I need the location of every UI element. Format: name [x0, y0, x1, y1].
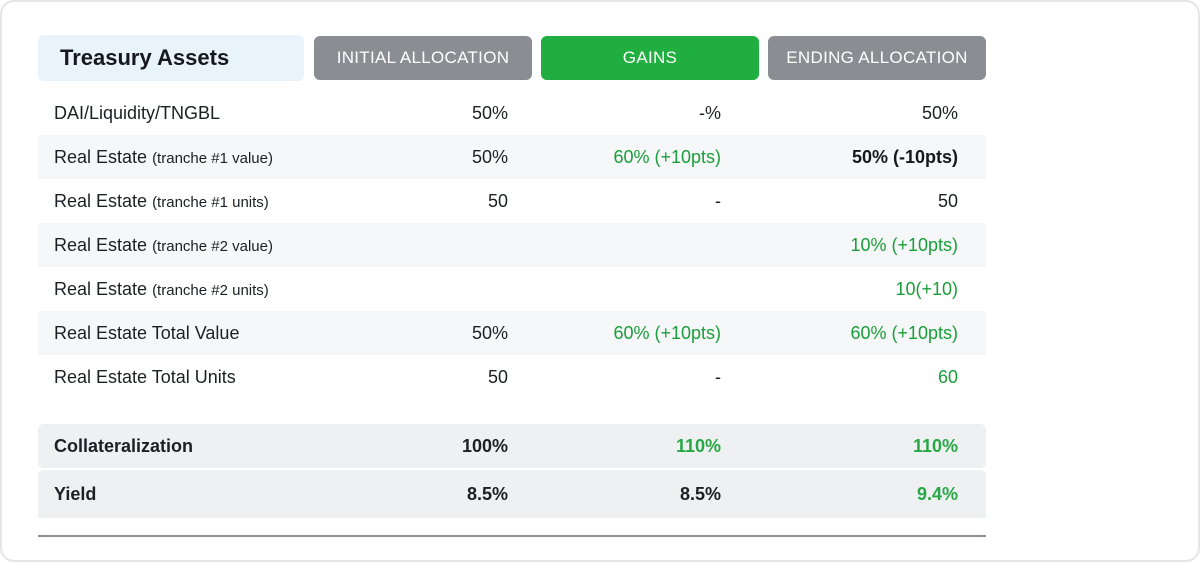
table-row-total-units: Real Estate Total Units 50 - 60	[38, 355, 986, 399]
summary-row-yield: Yield 8.5% 8.5% 9.4%	[38, 470, 986, 518]
summary-label: Collateralization	[54, 435, 194, 456]
row-label: Real Estate (tranche #1 value)	[54, 146, 273, 167]
table-title: Treasury Assets	[38, 35, 304, 81]
table-bottom-divider	[38, 535, 986, 537]
summary-label: Yield	[54, 483, 97, 504]
cell-ending: 50	[937, 190, 958, 211]
cell-ending: 60% (+10pts)	[850, 322, 958, 343]
column-header-initial-allocation: INITIAL ALLOCATION	[314, 36, 532, 80]
summary-row-collateralization: Collateralization 100% 110% 110%	[38, 424, 986, 468]
cell-ending: 9.4%	[916, 483, 958, 504]
cell-ending: 10(+10)	[895, 278, 958, 299]
row-label: Real Estate (tranche #2 value)	[54, 234, 273, 255]
cell-gains: -	[715, 366, 721, 387]
cell-initial: 50	[487, 190, 508, 211]
cell-ending: 60	[937, 366, 958, 387]
cell-gains: -%	[699, 102, 721, 123]
cell-initial: 100%	[461, 435, 508, 456]
cell-initial: 50	[487, 366, 508, 387]
cell-ending: 110%	[912, 435, 958, 456]
cell-initial: 8.5%	[466, 483, 508, 504]
cell-gains: 60% (+10pts)	[613, 322, 721, 343]
row-label: Real Estate Total Units	[54, 366, 236, 387]
cell-gains: 8.5%	[679, 483, 721, 504]
table-row-tranche2-value: Real Estate (tranche #2 value) 10% (+10p…	[38, 223, 986, 267]
table-row-tranche1-units: Real Estate (tranche #1 units) 50 - 50	[38, 179, 986, 223]
table-row-tranche2-units: Real Estate (tranche #2 units) 10(+10)	[38, 267, 986, 311]
row-label: Real Estate (tranche #2 units)	[54, 278, 269, 299]
table-row-tranche1-value: Real Estate (tranche #1 value) 50% 60% (…	[38, 135, 986, 179]
row-label: Real Estate Total Value	[54, 322, 240, 343]
table-header: Treasury Assets INITIAL ALLOCATION GAINS…	[38, 35, 986, 81]
cell-ending: 50%	[921, 102, 958, 123]
cell-ending: 50% (-10pts)	[851, 146, 958, 167]
cell-gains: -	[715, 190, 721, 211]
column-header-gains: GAINS	[541, 36, 759, 80]
row-label: DAI/Liquidity/TNGBL	[54, 102, 221, 123]
table-row-dai-liquidity: DAI/Liquidity/TNGBL 50% -% 50%	[38, 91, 986, 135]
column-header-ending-allocation: ENDING ALLOCATION	[768, 36, 986, 80]
table-row-total-value: Real Estate Total Value 50% 60% (+10pts)…	[38, 311, 986, 355]
cell-initial: 50%	[471, 102, 508, 123]
cell-initial: 50%	[471, 146, 508, 167]
cell-ending: 10% (+10pts)	[850, 234, 958, 255]
cell-gains: 60% (+10pts)	[613, 146, 721, 167]
row-label: Real Estate (tranche #1 units)	[54, 190, 269, 211]
cell-gains: 110%	[675, 435, 721, 456]
cell-initial: 50%	[471, 322, 508, 343]
